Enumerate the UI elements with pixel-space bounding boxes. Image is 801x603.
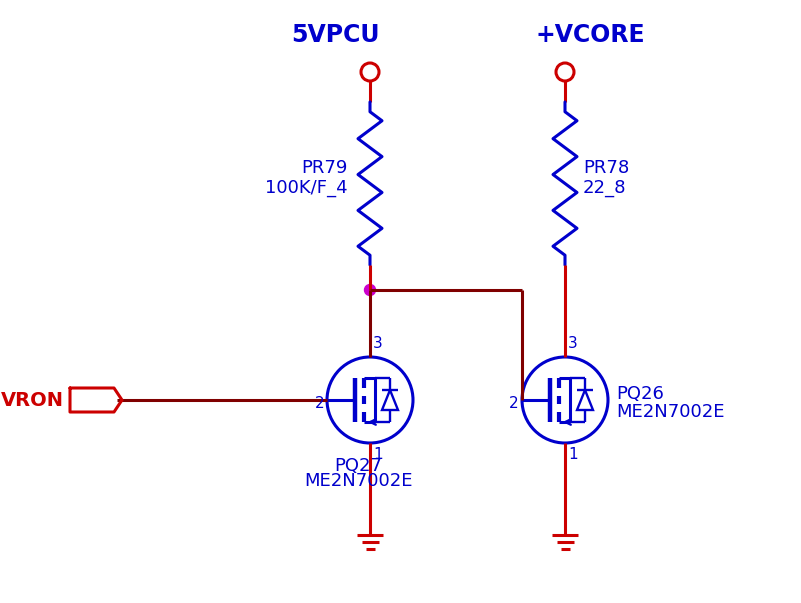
Text: 2: 2 [509, 397, 519, 411]
Text: ME2N7002E: ME2N7002E [616, 403, 724, 421]
Text: ME2N7002E: ME2N7002E [304, 472, 413, 490]
Text: PQ26: PQ26 [616, 385, 664, 403]
Text: 100K/F_4: 100K/F_4 [265, 179, 348, 197]
Text: VRON: VRON [1, 391, 64, 409]
Text: +VCORE: +VCORE [535, 23, 645, 47]
Text: 1: 1 [373, 447, 383, 462]
Text: 22_8: 22_8 [583, 179, 626, 197]
Text: PR78: PR78 [583, 159, 630, 177]
Text: PR79: PR79 [302, 159, 348, 177]
Circle shape [364, 285, 376, 295]
Text: 2: 2 [314, 397, 324, 411]
Text: 1: 1 [568, 447, 578, 462]
Text: PQ27: PQ27 [334, 457, 382, 475]
Text: 5VPCU: 5VPCU [291, 23, 379, 47]
Text: 3: 3 [373, 336, 383, 351]
Text: 3: 3 [568, 336, 578, 351]
